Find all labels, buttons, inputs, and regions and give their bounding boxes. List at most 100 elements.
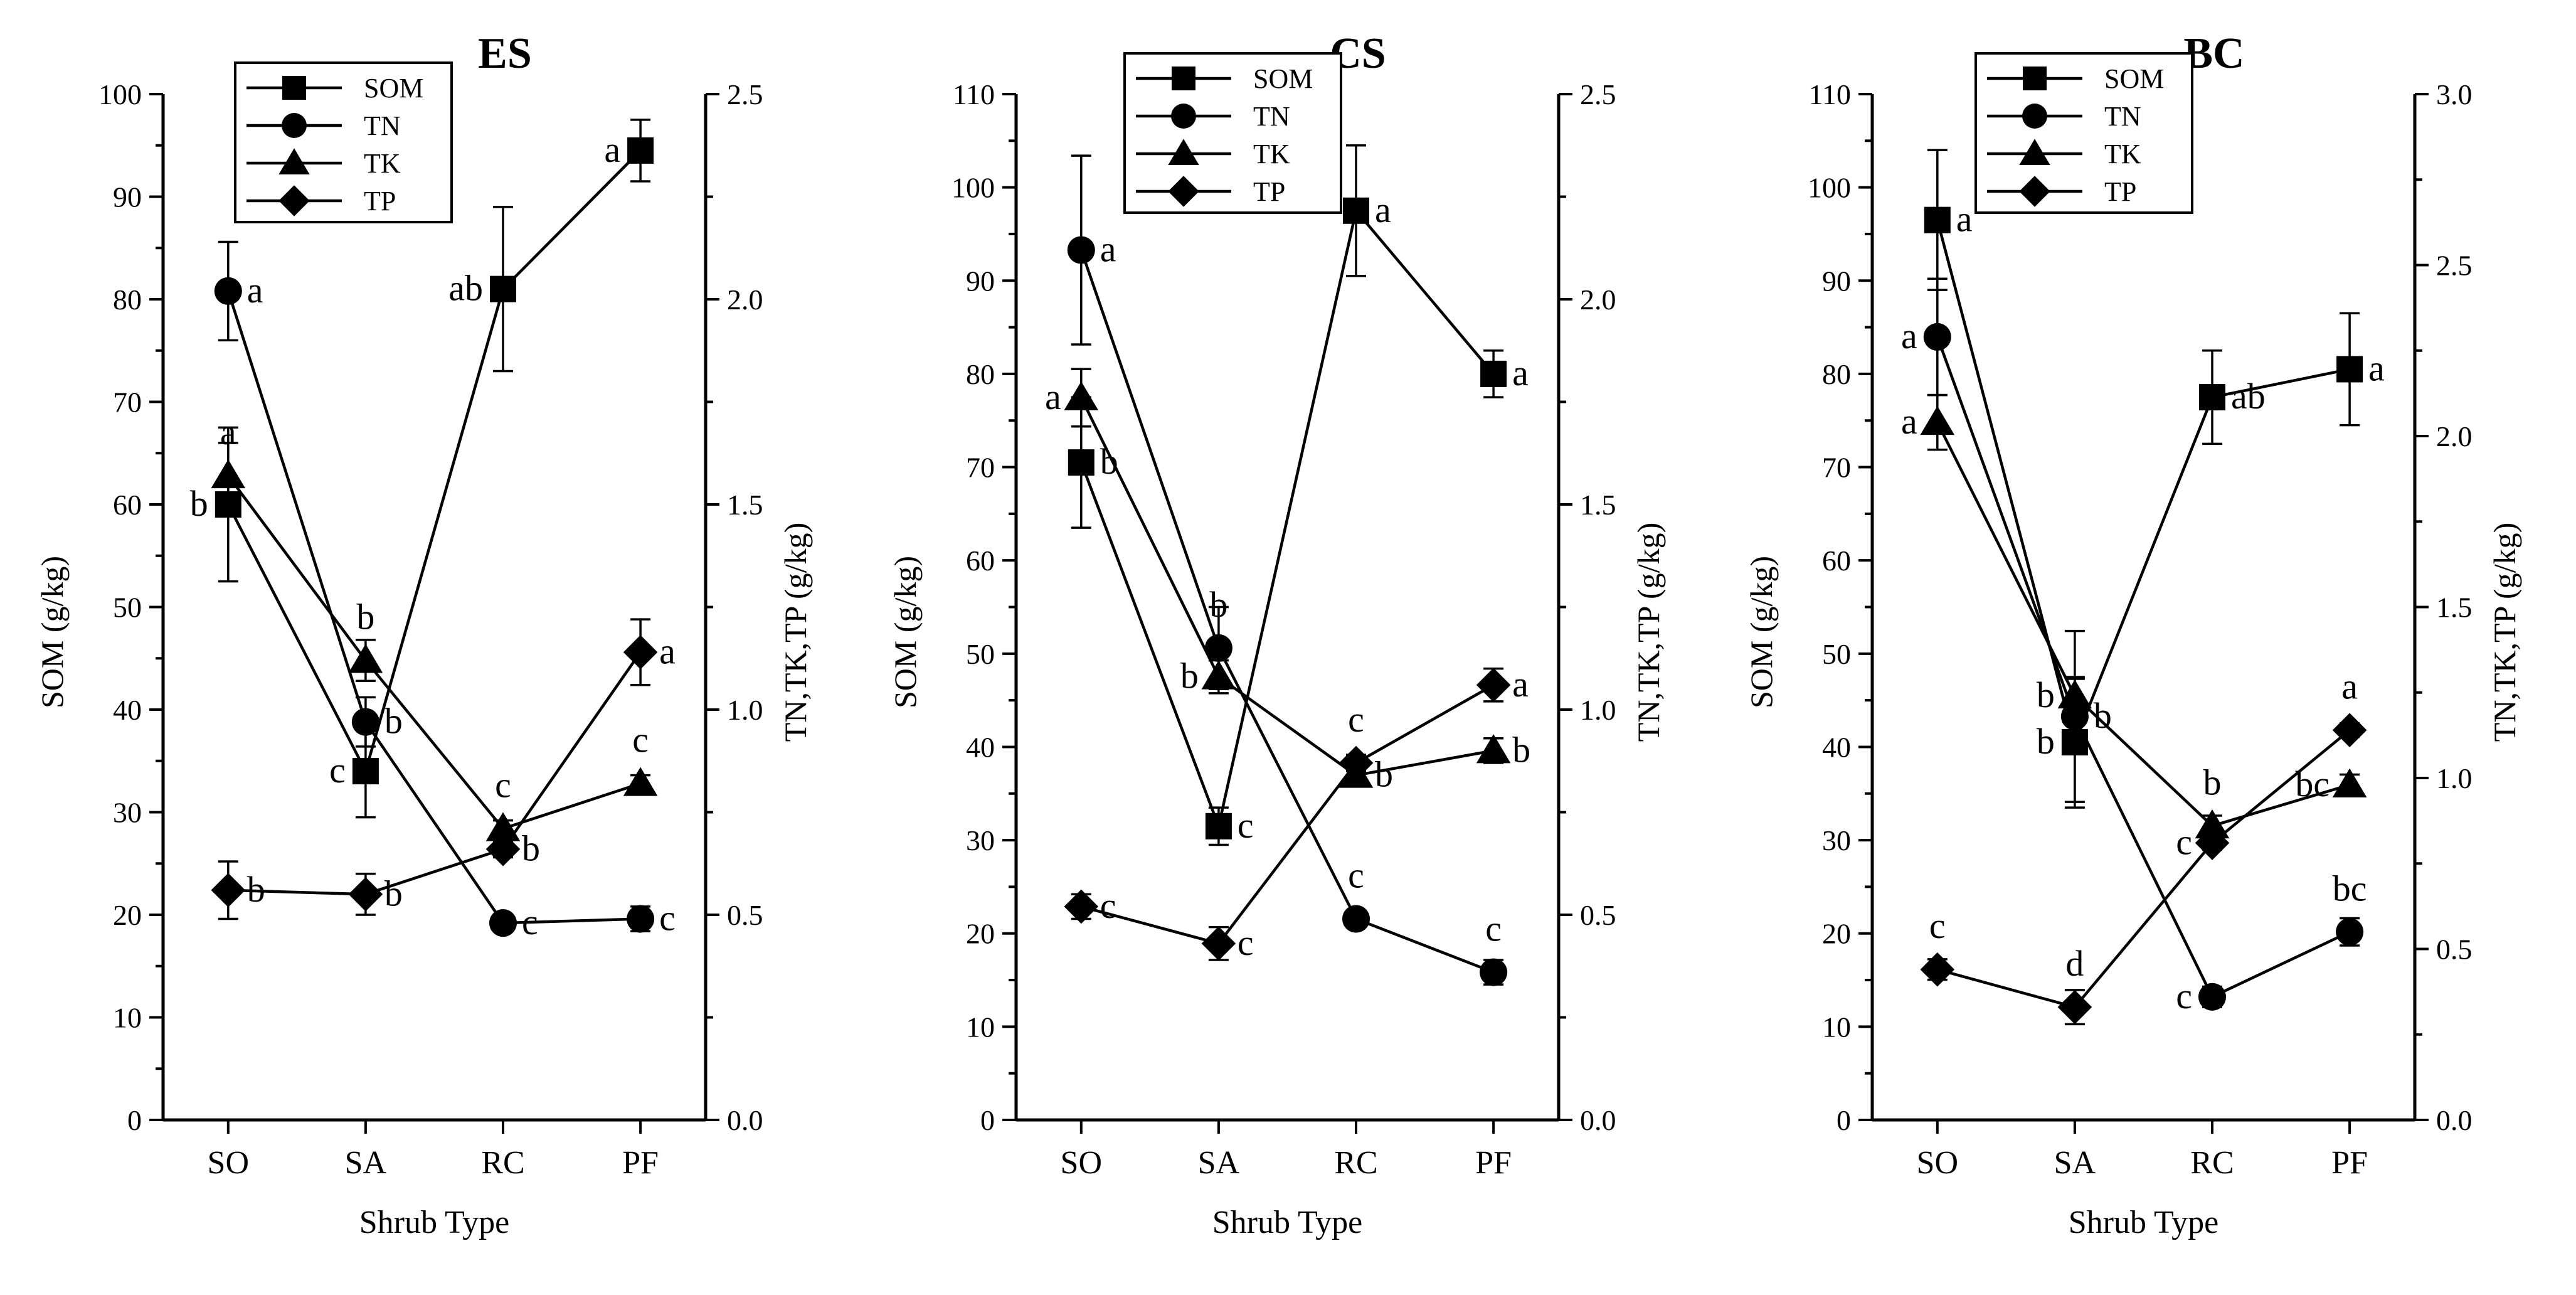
legend-marker-tn (282, 113, 307, 138)
right-tick-label: 2.5 (2436, 250, 2473, 282)
left-tick-label: 50 (1822, 638, 1851, 670)
significance-label: c (1348, 699, 1364, 740)
legend-label: TN (1253, 101, 1290, 132)
left-tick-label: 30 (1822, 824, 1851, 856)
right-tick-label: 0.0 (2436, 1104, 2473, 1136)
data-point-tp (1064, 890, 1099, 924)
right-axis-title: TN,TK,TP (g/kg) (1631, 523, 1666, 742)
data-point-tn (1342, 905, 1370, 932)
significance-label: a (1512, 664, 1529, 705)
legend-label: SOM (1253, 63, 1313, 94)
significance-label: b (190, 483, 208, 524)
significance-label: a (604, 129, 620, 170)
data-point-tp (1202, 926, 1236, 961)
legend-label: TK (2104, 139, 2141, 169)
left-tick-label: 100 (1808, 172, 1851, 204)
series-tp: cdca (1921, 666, 2367, 1025)
significance-label: b (247, 869, 265, 910)
x-axis-title: Shrub Type (359, 1205, 510, 1240)
data-point-tk (1476, 734, 1511, 763)
right-tick-label: 1.0 (727, 694, 763, 726)
data-point-tn (2198, 983, 2226, 1011)
data-point-tk (1202, 660, 1236, 689)
right-tick-label: 2.5 (727, 78, 763, 110)
data-point-som (1343, 198, 1369, 224)
data-point-tn (1924, 323, 1951, 351)
significance-label: b (356, 597, 374, 637)
right-tick-label: 2.0 (2436, 420, 2473, 452)
significance-label: b (1180, 656, 1199, 696)
left-tick-label: 60 (113, 489, 142, 521)
significance-label: b (1100, 441, 1118, 482)
right-tick-label: 1.0 (1580, 694, 1616, 726)
significance-label: b (2037, 674, 2055, 715)
series-tp: b b b a (211, 619, 676, 919)
left-tick-label: 60 (966, 545, 995, 577)
data-point-tp (1476, 668, 1511, 702)
x-tick-label: PF (2331, 1145, 2368, 1181)
left-tick-label: 20 (1822, 918, 1851, 950)
left-tick-label: 80 (113, 284, 142, 316)
data-point-tp (623, 635, 658, 669)
significance-label: b (522, 828, 540, 868)
significance-label: c (2176, 822, 2192, 863)
left-tick-label: 100 (98, 78, 142, 110)
significance-label: c (1100, 885, 1116, 926)
significance-label: b (1375, 754, 1393, 795)
data-point-tp (211, 873, 246, 907)
data-point-tp (1921, 952, 1955, 987)
left-tick-label: 0 (127, 1104, 142, 1136)
x-tick-label: SO (1917, 1145, 1958, 1181)
legend-label: SOM (2104, 63, 2164, 94)
legend-marker-tn (1171, 104, 1196, 129)
series-line (1937, 422, 2350, 826)
significance-label: b (384, 701, 403, 742)
data-point-som (1924, 207, 1951, 233)
left-tick-label: 0 (1837, 1104, 1851, 1136)
x-tick-label: RC (481, 1145, 524, 1181)
chart-panel-es: 0 10 20 30 40 50 60 70 80 90 100 0.0 0.5 1.0 1.5 2.0 2.5… (34, 29, 813, 1240)
right-tick-label: 2.0 (1580, 284, 1616, 316)
x-tick-label: RC (1334, 1145, 1377, 1181)
x-tick-label: PF (622, 1145, 659, 1181)
significance-label: bc (2333, 868, 2367, 909)
series-line (228, 652, 640, 894)
right-axis-title: TN,TK,TP (g/kg) (2487, 523, 2522, 742)
legend-marker-som (282, 76, 306, 100)
left-tick-label: 50 (113, 592, 142, 624)
left-tick-label: 10 (1822, 1011, 1851, 1043)
significance-label: c (329, 750, 346, 791)
left-tick-label: 100 (951, 172, 995, 204)
significance-label: a (1901, 316, 1917, 356)
legend-label: TP (364, 186, 396, 216)
legend-marker-som (1172, 67, 1195, 90)
right-tick-label: 1.5 (1580, 489, 1616, 521)
left-tick-label: 80 (966, 358, 995, 390)
series-tk: abcc (211, 412, 658, 841)
significance-label: c (1929, 905, 1946, 946)
figure: 01020304050607080901000.00.51.01.52.02.5… (0, 0, 2576, 1295)
data-point-tp (349, 877, 383, 912)
data-point-tk (211, 459, 246, 488)
legend-marker-som (2023, 67, 2047, 90)
left-tick-label: 90 (113, 181, 142, 213)
right-tick-label: 1.0 (2436, 762, 2473, 794)
data-point-tk (349, 644, 383, 673)
data-point-tk (2333, 769, 2367, 797)
series-line (1937, 220, 2350, 742)
left-tick-label: 110 (1809, 78, 1851, 110)
legend-marker-tn (2022, 104, 2047, 129)
data-point-som (2199, 384, 2225, 410)
left-tick-label: 70 (113, 386, 142, 418)
right-tick-label: 1.5 (2436, 592, 2473, 624)
x-tick-label: SO (208, 1145, 249, 1181)
significance-label: c (632, 720, 649, 760)
left-axis-title: SOM (g/kg) (1744, 556, 1779, 708)
data-point-tp (2333, 713, 2367, 747)
legend-label: TP (2104, 176, 2136, 207)
significance-label: a (2368, 348, 2385, 388)
data-point-tn (215, 277, 242, 305)
left-tick-label: 30 (966, 824, 995, 856)
significance-label: a (1375, 189, 1391, 230)
legend-label: SOM (364, 73, 423, 104)
